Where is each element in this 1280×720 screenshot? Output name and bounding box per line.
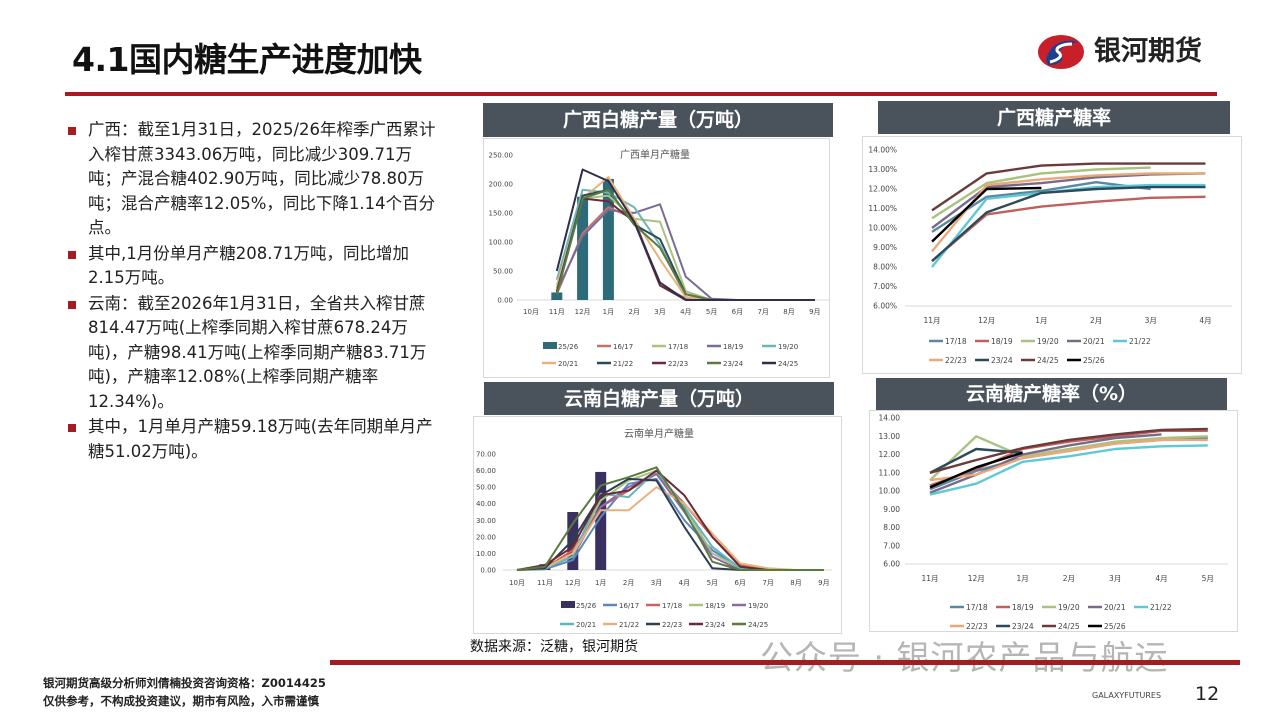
bullet-item: 广西：截至1月31日，2025/26年榨季广西累计入榨甘蔗3343.06万吨，同… [66,118,444,241]
chart-gx-output [483,138,830,378]
disclaimer: 仅供参考，不构成投资建议，期市有风险，入市需谨慎 [43,694,319,708]
bullet-item: 其中,1月份单月产糖208.71万吨，同比增加2.15万吨。 [66,242,444,291]
bullet-item: 其中，1月单月产糖59.18万吨(去年同期单月产糖51.02万吨)。 [66,415,444,464]
chart-gx-rate [862,136,1242,374]
logo-text: 银河期货 [1094,36,1202,67]
panel-header-yn-rate: 云南糖产糖率（%） [876,378,1227,410]
chart-yn-output [473,416,842,634]
galaxy-logo-icon [1038,35,1084,69]
footer-divider [330,660,1240,665]
chart-yn-rate [869,410,1238,632]
watermark: 公众号 · 银河农产品与航运 [760,638,1169,677]
galaxy-label: GALAXYFUTURES [1092,691,1162,700]
title-divider [65,92,1217,96]
data-source: 数据来源：泛糖，银河期货 [470,639,638,655]
panel-header-gx-output: 广西白糖产量（万吨） [483,103,833,137]
panel-header-gx-rate: 广西糖产糖率 [878,101,1230,134]
page-number: 12 [1195,683,1220,705]
analyst-credential: 银河期货高级分析师刘倩楠投资咨询资格：Z0014425 [43,676,326,690]
logo: 银河期货 [1036,32,1202,72]
bullet-list: 广西：截至1月31日，2025/26年榨季广西累计入榨甘蔗3343.06万吨，同… [66,118,444,465]
page-title: 4.1国内糖生产进度加快 [72,40,422,79]
panel-header-yn-output: 云南白糖产量（万吨） [484,382,834,415]
bullet-item: 云南：截至2026年1月31日，全省共入榨甘蔗814.47万吨(上榨季同期入榨甘… [66,292,444,415]
